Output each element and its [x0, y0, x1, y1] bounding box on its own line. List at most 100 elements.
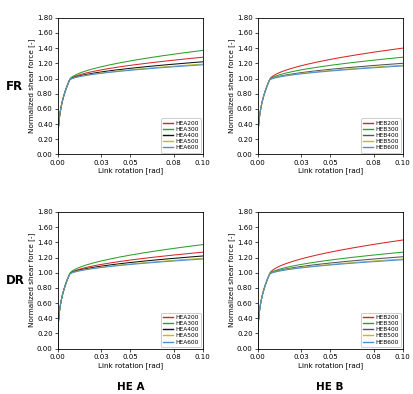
HEA400 [141, 65, 146, 69]
HEB500 [341, 261, 346, 266]
Y-axis label: Normalized shear force [-]: Normalized shear force [-] [28, 233, 35, 327]
HEB600 [255, 346, 260, 351]
HEB300 [321, 258, 326, 263]
Line: HEA600: HEA600 [58, 259, 203, 349]
HEB600 [292, 266, 297, 271]
HEB500 [364, 65, 369, 70]
HEB600 [352, 67, 357, 71]
HEB300 [341, 61, 346, 66]
HEB200 [400, 238, 405, 242]
HEA300 [164, 53, 169, 58]
HEB400 [321, 261, 326, 266]
HEB300 [255, 346, 260, 351]
HEA300 [55, 346, 60, 351]
Line: HEB600: HEB600 [258, 260, 403, 349]
HEA600 [141, 67, 146, 72]
HEA300 [200, 242, 205, 247]
HEB300 [281, 266, 286, 270]
HEA500 [55, 346, 60, 351]
HEB200 [321, 251, 326, 256]
HEA300 [121, 60, 126, 65]
HEA200 [55, 346, 60, 351]
HEA500 [152, 65, 157, 70]
HEA500 [81, 268, 86, 272]
HEA300 [200, 48, 205, 53]
HEB600 [281, 74, 286, 78]
HEB200 [281, 262, 286, 267]
HEB300 [352, 60, 357, 65]
HEB500 [400, 256, 405, 261]
HEB500 [352, 260, 357, 265]
HEB400 [352, 65, 357, 69]
Line: HEA500: HEA500 [58, 258, 203, 349]
HEA500 [141, 260, 146, 265]
HEA500 [152, 260, 157, 264]
HEA300 [121, 254, 126, 259]
HEA400 [200, 254, 205, 258]
HEA600 [55, 152, 60, 157]
HEA200 [152, 60, 157, 65]
HEB300 [352, 255, 357, 260]
HEA200 [152, 255, 157, 260]
Legend: HEA200, HEA300, HEA400, HEA500, HEA600: HEA200, HEA300, HEA400, HEA500, HEA600 [161, 313, 201, 347]
Line: HEB600: HEB600 [258, 66, 403, 154]
Line: HEA600: HEA600 [58, 65, 203, 154]
HEB600 [321, 263, 326, 268]
Y-axis label: Normalized shear force [-]: Normalized shear force [-] [228, 39, 235, 133]
HEB600 [400, 257, 405, 262]
HEB500 [321, 69, 326, 74]
Line: HEB500: HEB500 [258, 65, 403, 154]
HEA400 [93, 265, 97, 269]
Line: HEA300: HEA300 [58, 50, 203, 154]
HEB300 [281, 71, 286, 76]
HEB200 [321, 58, 326, 63]
HEB200 [364, 243, 369, 248]
X-axis label: Link rotation [rad]: Link rotation [rad] [98, 362, 163, 369]
Line: HEA500: HEA500 [58, 64, 203, 154]
HEB300 [364, 253, 369, 258]
HEB200 [352, 53, 357, 58]
HEB200 [352, 245, 357, 250]
HEB400 [400, 61, 405, 66]
HEB400 [364, 64, 369, 69]
HEB400 [352, 258, 357, 263]
HEB600 [352, 261, 357, 266]
HEA500 [121, 68, 126, 73]
Line: HEB400: HEB400 [258, 257, 403, 349]
HEB600 [341, 262, 346, 266]
HEB400 [281, 267, 286, 272]
HEB200 [364, 51, 369, 56]
HEA200 [55, 152, 60, 157]
HEB600 [255, 152, 260, 157]
HEB400 [341, 259, 346, 264]
HEA400 [81, 267, 86, 271]
HEA400 [121, 67, 126, 71]
HEB500 [352, 66, 357, 71]
HEA400 [152, 63, 157, 68]
HEA500 [55, 152, 60, 157]
HEA300 [152, 249, 157, 253]
Y-axis label: Normalized shear force [-]: Normalized shear force [-] [228, 233, 235, 327]
HEA400 [141, 259, 146, 264]
HEA200 [164, 253, 169, 258]
HEA500 [164, 64, 169, 69]
HEA500 [200, 62, 205, 67]
HEB600 [281, 268, 286, 273]
HEB500 [255, 152, 260, 157]
HEA600 [55, 346, 60, 351]
HEA400 [200, 59, 205, 64]
HEA200 [141, 256, 146, 261]
Line: HEB300: HEB300 [258, 252, 403, 349]
Text: FR: FR [6, 80, 23, 93]
HEA500 [200, 256, 205, 261]
HEA300 [55, 152, 60, 157]
HEA600 [93, 72, 97, 76]
HEA600 [152, 66, 157, 71]
HEB500 [364, 259, 369, 264]
Line: HEA400: HEA400 [58, 62, 203, 154]
HEA400 [121, 261, 126, 266]
HEA600 [152, 260, 157, 265]
HEA500 [164, 258, 169, 263]
HEB300 [341, 256, 346, 261]
HEA200 [200, 250, 205, 255]
